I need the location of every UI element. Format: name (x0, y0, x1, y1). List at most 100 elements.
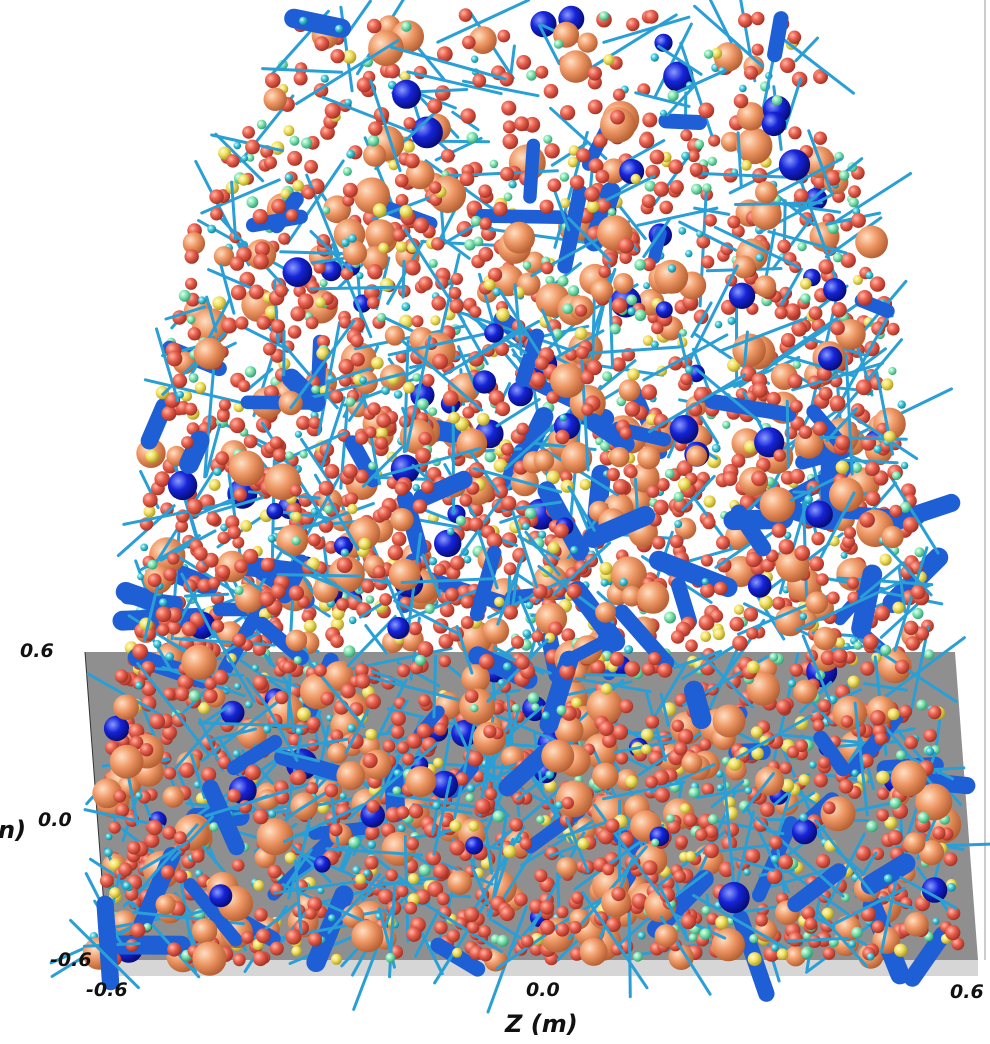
particle (493, 202, 508, 217)
particle (311, 385, 320, 394)
particle (179, 290, 191, 302)
particle (345, 492, 358, 505)
particle (349, 617, 357, 625)
particle (651, 53, 659, 61)
particle (531, 372, 546, 387)
particle (403, 382, 415, 394)
particle (556, 857, 577, 878)
particle (668, 159, 683, 174)
particle (244, 435, 258, 449)
particle (773, 449, 786, 462)
particle (167, 621, 181, 635)
particle (715, 321, 723, 329)
particle (550, 363, 585, 398)
particle (944, 852, 958, 866)
particle (683, 813, 697, 827)
particle (514, 893, 528, 907)
particle (580, 371, 594, 385)
particle (731, 454, 745, 468)
particle (479, 948, 493, 962)
particle (619, 578, 627, 586)
particle (532, 630, 544, 642)
particle (772, 523, 787, 538)
particle (198, 296, 206, 304)
particle (739, 85, 747, 93)
particle (433, 758, 443, 768)
particle (794, 189, 809, 204)
particle (814, 773, 828, 787)
particle (560, 414, 567, 421)
particle (716, 536, 730, 550)
particle (833, 253, 843, 263)
particle (465, 793, 474, 802)
particle (181, 436, 194, 449)
particle (392, 532, 407, 547)
particle (459, 494, 472, 507)
particle (433, 864, 448, 879)
particle (671, 630, 685, 644)
particle (609, 447, 629, 467)
particle (503, 222, 535, 254)
particle (135, 682, 143, 690)
particle (194, 547, 208, 561)
rod (679, 585, 690, 621)
particle (602, 371, 612, 381)
particle (540, 900, 554, 914)
particle (578, 33, 598, 53)
particle (187, 315, 196, 324)
particle (263, 343, 276, 356)
particle (490, 160, 499, 169)
particle (578, 838, 590, 850)
particle (330, 634, 344, 648)
particle (678, 227, 686, 235)
particle (356, 272, 363, 279)
particle (599, 562, 612, 575)
particle (253, 209, 268, 224)
particle (827, 592, 840, 605)
particle (645, 776, 658, 789)
particle (485, 788, 497, 800)
particle (771, 855, 780, 864)
particle (215, 451, 229, 465)
particle (478, 925, 491, 938)
particle (839, 779, 854, 794)
particle (540, 200, 554, 214)
particle (767, 869, 782, 884)
particle (601, 683, 612, 694)
particle (601, 579, 609, 587)
particle (674, 520, 682, 528)
particle (324, 784, 338, 798)
particle (872, 920, 885, 933)
particle (387, 617, 409, 639)
particle (400, 205, 413, 218)
particle (722, 421, 730, 429)
particle (257, 316, 271, 330)
particle (544, 143, 559, 158)
particle (924, 649, 934, 659)
particle (115, 669, 129, 683)
rod (278, 575, 360, 577)
particle (140, 544, 148, 552)
particle (447, 870, 472, 895)
particle (245, 701, 253, 709)
particle (459, 8, 473, 22)
particle (359, 376, 367, 384)
particle (419, 864, 431, 876)
particle (751, 12, 764, 25)
particle (402, 753, 414, 765)
particle (548, 542, 560, 554)
particle (932, 826, 945, 839)
particle (243, 549, 258, 564)
particle (544, 84, 559, 99)
particle (728, 758, 741, 771)
particle (368, 135, 380, 147)
particle (182, 621, 197, 636)
particle (231, 285, 246, 300)
particle (856, 379, 872, 395)
particle (696, 231, 703, 238)
particle (294, 656, 302, 664)
particle (383, 740, 396, 753)
particle (325, 103, 341, 119)
particle (932, 918, 939, 925)
particle (351, 920, 383, 952)
